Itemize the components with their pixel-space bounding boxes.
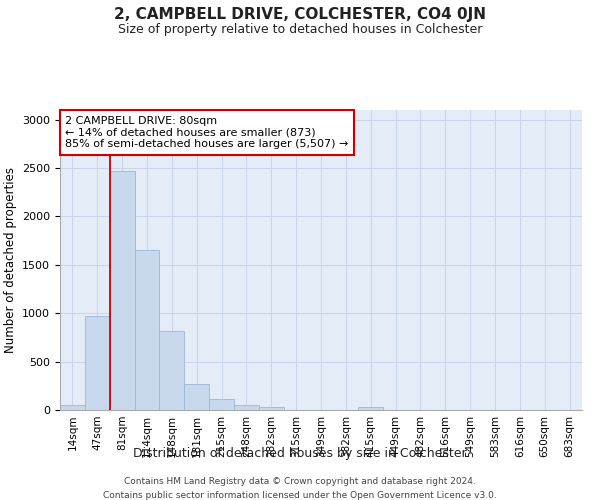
- Text: Size of property relative to detached houses in Colchester: Size of property relative to detached ho…: [118, 24, 482, 36]
- Bar: [160, 330, 184, 410]
- Text: 2 CAMPBELL DRIVE: 80sqm
← 14% of detached houses are smaller (873)
85% of semi-d: 2 CAMPBELL DRIVE: 80sqm ← 14% of detache…: [65, 116, 349, 149]
- Y-axis label: Number of detached properties: Number of detached properties: [4, 167, 17, 353]
- Bar: [358, 406, 383, 410]
- Bar: [209, 399, 234, 410]
- Bar: [85, 316, 110, 410]
- Bar: [184, 384, 209, 410]
- Text: Contains public sector information licensed under the Open Government Licence v3: Contains public sector information licen…: [103, 491, 497, 500]
- Text: Distribution of detached houses by size in Colchester: Distribution of detached houses by size …: [133, 448, 467, 460]
- Bar: [259, 406, 284, 410]
- Text: 2, CAMPBELL DRIVE, COLCHESTER, CO4 0JN: 2, CAMPBELL DRIVE, COLCHESTER, CO4 0JN: [114, 8, 486, 22]
- Bar: [60, 405, 85, 410]
- Bar: [134, 250, 160, 410]
- Text: Contains HM Land Registry data © Crown copyright and database right 2024.: Contains HM Land Registry data © Crown c…: [124, 478, 476, 486]
- Bar: [234, 405, 259, 410]
- Bar: [110, 171, 134, 410]
